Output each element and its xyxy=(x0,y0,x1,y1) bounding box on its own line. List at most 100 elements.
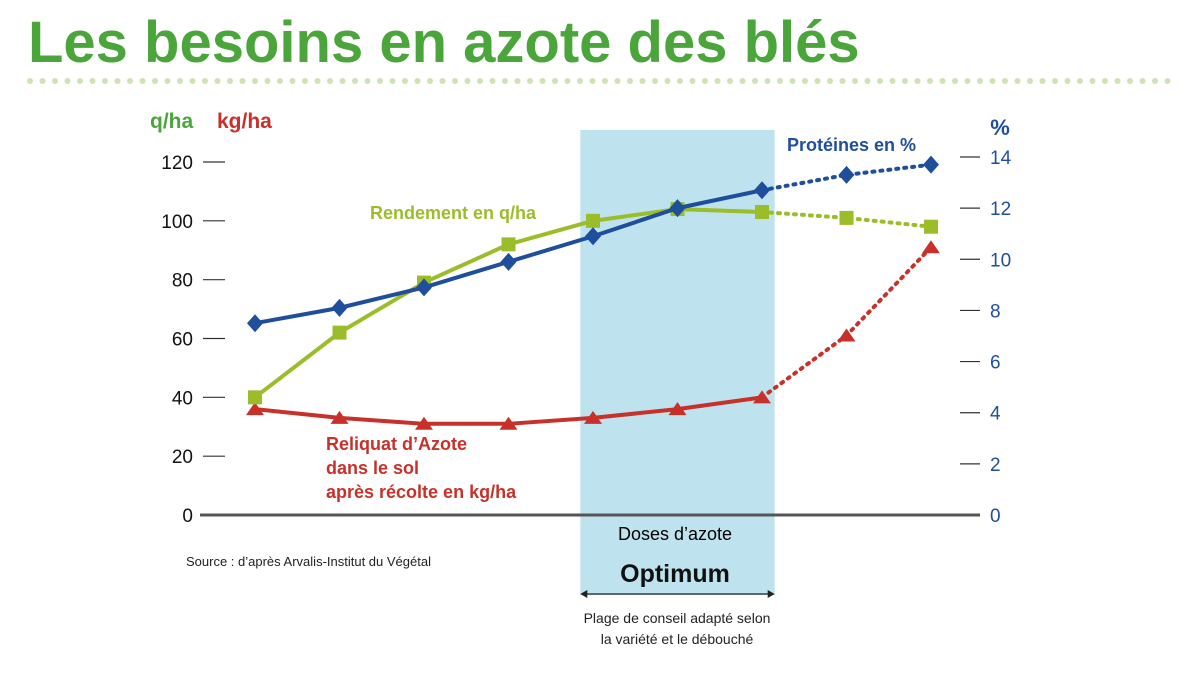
data-point-triangle xyxy=(499,416,518,430)
separator-dot xyxy=(352,78,358,84)
separator-dot xyxy=(489,78,496,84)
separator-dot xyxy=(139,78,146,84)
right-axis: 0 2 4 6 8 10 12 14 xyxy=(960,148,1012,527)
separator-dot xyxy=(702,78,708,84)
separator-dot xyxy=(502,78,508,84)
separator-dot xyxy=(852,78,858,84)
separator-dot xyxy=(402,78,408,84)
optimum-caption-line1: Plage de conseil adapté selon xyxy=(584,610,771,626)
separator-dot xyxy=(189,78,196,84)
separator-dot xyxy=(939,78,946,84)
data-point-diamond xyxy=(585,227,601,246)
optimum-range-arrow xyxy=(580,590,775,598)
separator-dot xyxy=(439,78,446,84)
separator-dot xyxy=(302,78,308,84)
separator-dot xyxy=(989,78,996,84)
series-line-dotted xyxy=(760,162,933,193)
series-line-dotted xyxy=(760,245,933,400)
separator-dot xyxy=(764,78,771,84)
optimum-caption-line2: la variété et le débouché xyxy=(601,631,754,647)
separator-dot xyxy=(677,78,683,84)
data-point-diamond xyxy=(416,278,432,297)
separator-dot xyxy=(1164,78,1171,84)
data-point-diamond xyxy=(923,155,939,174)
separator-dot xyxy=(802,78,808,84)
data-point-diamond xyxy=(669,199,686,218)
data-point-triangle xyxy=(922,240,940,254)
separator-dot xyxy=(102,78,108,84)
separator-dot xyxy=(839,78,846,84)
right-tick-label: 14 xyxy=(990,148,1012,169)
data-point-triangle xyxy=(837,328,856,342)
separator-dot xyxy=(639,78,646,84)
separator-dot xyxy=(452,78,458,84)
separator-dot xyxy=(252,78,258,84)
data-point-square xyxy=(755,205,769,220)
data-point-triangle xyxy=(415,416,433,430)
separator-dot xyxy=(239,78,246,84)
separator-dot xyxy=(827,78,833,84)
separator-dot xyxy=(1052,78,1058,84)
right-tick-label: 10 xyxy=(990,250,1011,271)
right-tick-label: 4 xyxy=(990,404,1001,425)
series-label-rendement: Rendement en q/ha xyxy=(370,203,537,223)
data-point-square xyxy=(501,237,516,252)
left-tick-label: 40 xyxy=(172,388,193,409)
separator-dot xyxy=(427,78,433,84)
separator-dot xyxy=(227,78,233,84)
series-2 xyxy=(246,240,940,430)
left-tick-label: 120 xyxy=(161,153,193,174)
left-tick-label: 0 xyxy=(182,506,193,527)
separator-dot xyxy=(889,78,896,84)
separator-dot xyxy=(914,78,921,84)
separator-dot xyxy=(902,78,908,84)
left-axis-unit-kgha: kg/ha xyxy=(217,110,272,133)
optimum-label: Optimum xyxy=(620,560,730,588)
separator-dot xyxy=(364,78,371,84)
data-point-square xyxy=(248,390,262,405)
separator-dot xyxy=(1127,78,1133,84)
separator-dot xyxy=(864,78,871,84)
separator-dot xyxy=(389,78,396,84)
separator-dot xyxy=(39,78,46,84)
data-point-triangle xyxy=(584,410,602,424)
data-point-diamond xyxy=(500,252,517,271)
separator-dot xyxy=(552,78,558,84)
data-point-square xyxy=(839,210,854,225)
separator-dot xyxy=(202,78,208,84)
data-point-diamond xyxy=(838,165,855,184)
separator-dot xyxy=(464,78,471,84)
data-point-diamond xyxy=(754,181,770,200)
separator-dot xyxy=(652,78,658,84)
separator-dot xyxy=(1152,78,1158,84)
dotted-separator xyxy=(27,78,1171,84)
separator-dot xyxy=(727,78,733,84)
separator-dot xyxy=(789,78,796,84)
source-note: Source : d’après Arvalis-Institut du Vég… xyxy=(186,554,431,569)
data-point-triangle xyxy=(330,410,349,424)
series-label-reliquat-line1: Reliquat d’Azote xyxy=(326,434,467,454)
left-tick-label: 60 xyxy=(172,330,193,351)
separator-dot xyxy=(602,78,608,84)
separator-dot xyxy=(1039,78,1046,84)
separator-dot xyxy=(477,78,483,84)
left-axis-unit-qha: q/ha xyxy=(150,110,193,133)
data-point-square xyxy=(924,219,938,234)
separator-dot xyxy=(1089,78,1096,84)
series-label-proteines: Protéines en % xyxy=(787,135,916,155)
series-label-reliquat-line3: après récolte en kg/ha xyxy=(326,482,517,502)
separator-dot xyxy=(177,78,183,84)
separator-dot xyxy=(214,78,221,84)
data-point-square xyxy=(586,213,600,228)
separator-dot xyxy=(777,78,783,84)
separator-dot xyxy=(752,78,758,84)
series-layer xyxy=(246,155,940,430)
separator-dot xyxy=(614,78,621,84)
separator-dot xyxy=(877,78,883,84)
right-axis-unit: % xyxy=(990,115,1010,140)
separator-dot xyxy=(577,78,583,84)
separator-dot xyxy=(1027,78,1033,84)
separator-dot xyxy=(539,78,546,84)
separator-dot xyxy=(339,78,346,84)
